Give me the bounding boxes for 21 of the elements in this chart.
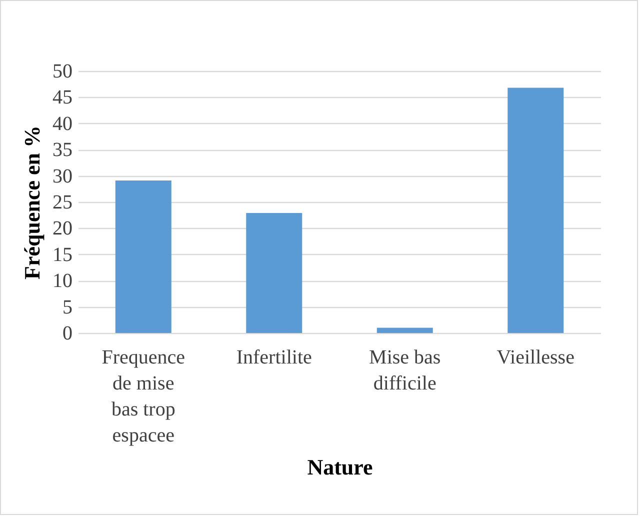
x-tick-label: Mise bas difficile (369, 346, 441, 394)
y-tick-label: 25 (52, 192, 72, 214)
x-tick-label: Vieillesse (496, 346, 575, 368)
y-tick-label: 20 (52, 218, 72, 240)
y-tick-label: 5 (62, 296, 72, 318)
y-tick-label: 45 (52, 86, 72, 109)
bar (508, 88, 564, 333)
bar (376, 328, 433, 333)
y-tick-label: 0 (62, 322, 72, 344)
x-axis-title: Nature (307, 454, 374, 480)
y-tick-label: 10 (52, 270, 72, 292)
x-tick-label: Frequence de mise bas trop espacee (102, 346, 186, 446)
y-axis-title: Fréquence en % (20, 126, 44, 280)
y-tick-label: 35 (52, 139, 72, 162)
x-tick-label: Infertilite (236, 346, 312, 368)
y-tick-label: 50 (52, 60, 72, 82)
y-tick-label: 30 (52, 165, 72, 188)
bar (246, 213, 302, 333)
y-tick-label: 40 (52, 112, 72, 135)
bar (115, 180, 172, 333)
y-tick-label: 15 (52, 244, 72, 266)
